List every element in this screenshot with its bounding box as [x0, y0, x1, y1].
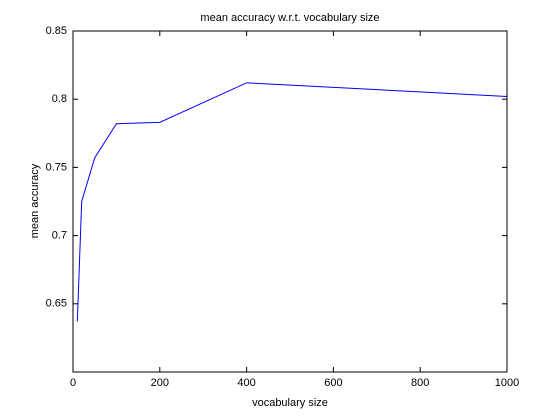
x-tick-label: 400 [237, 377, 255, 389]
x-tick-label: 1000 [495, 377, 519, 389]
y-tick-label: 0.85 [46, 25, 67, 37]
y-tick-label: 0.65 [46, 298, 67, 310]
x-axis-label: vocabulary size [252, 397, 328, 409]
x-tick-label: 800 [411, 377, 429, 389]
data-line [76, 82, 508, 322]
y-tick-label: 0.8 [52, 93, 67, 105]
x-tick-label: 0 [70, 377, 76, 389]
y-tick-label: 0.75 [46, 161, 67, 173]
y-axis-label: mean accuracy [29, 163, 41, 238]
plot-area [72, 30, 508, 373]
x-tick-label: 200 [151, 377, 169, 389]
y-tick-label: 0.7 [52, 230, 67, 242]
chart-title: mean accuracy w.r.t. vocabulary size [200, 12, 379, 24]
x-tick-label: 600 [324, 377, 342, 389]
